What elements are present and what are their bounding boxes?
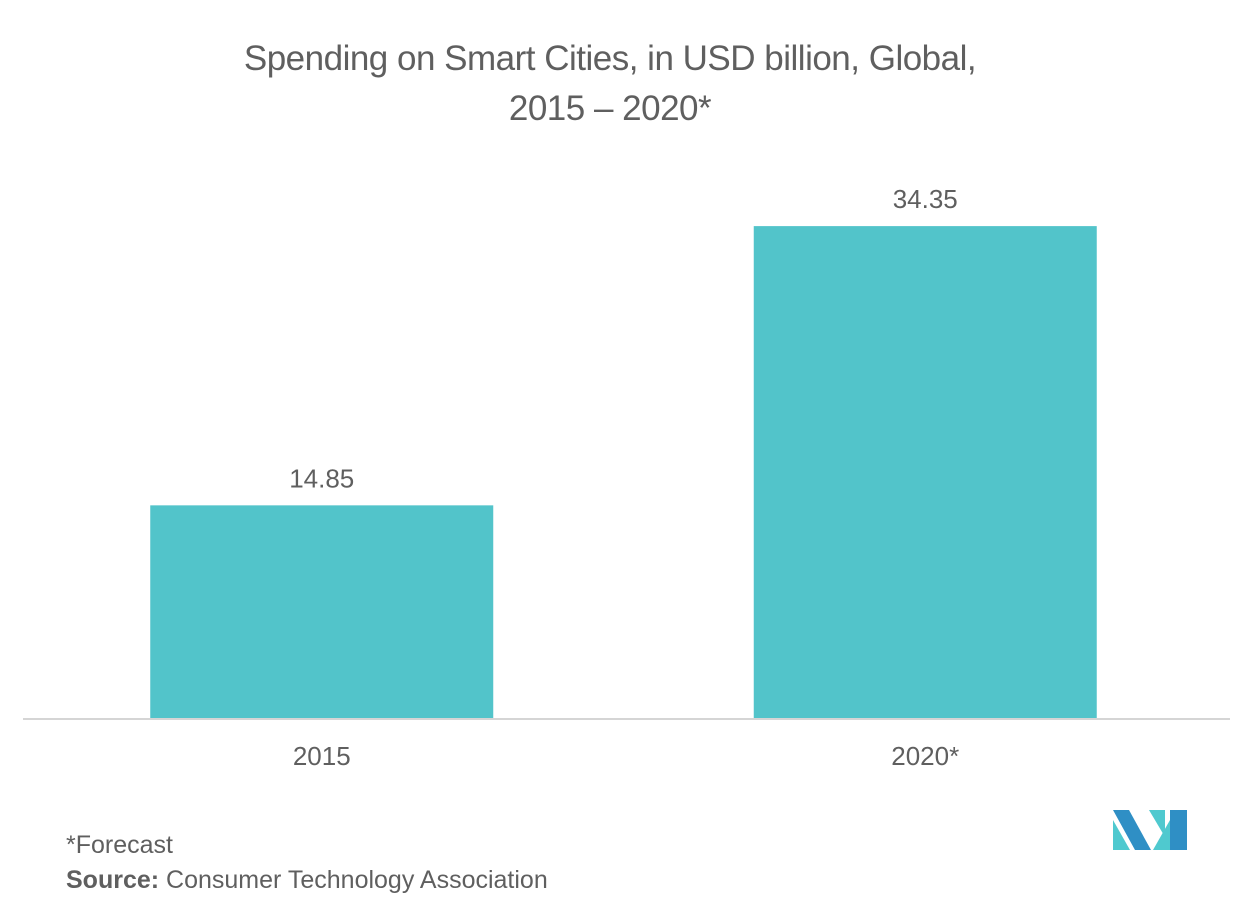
source-text: Consumer Technology Association (159, 866, 548, 894)
value-label: 14.85 (289, 463, 354, 493)
bar-2020 (753, 226, 1097, 718)
category-label: 2020* (891, 741, 959, 771)
source-line: Source: Consumer Technology Association (66, 863, 548, 898)
footer: *Forecast Source: Consumer Technology As… (66, 828, 548, 898)
chart-title-block: Spending on Smart Cities, in USD billion… (0, 34, 1220, 134)
forecast-note: *Forecast (66, 831, 173, 859)
brand-logo-icon (1113, 810, 1187, 850)
chart-subtitle: 2015 – 2020* (508, 89, 712, 128)
bars-group (150, 226, 1097, 718)
chart-title: Spending on Smart Cities, in USD billion… (243, 39, 977, 78)
labels-group: 14.85 2015 34.35 2020* (289, 184, 959, 771)
category-label: 2015 (293, 741, 351, 771)
bar-2015 (150, 505, 494, 718)
source-label: Source: (66, 866, 160, 894)
value-label: 34.35 (893, 184, 958, 214)
